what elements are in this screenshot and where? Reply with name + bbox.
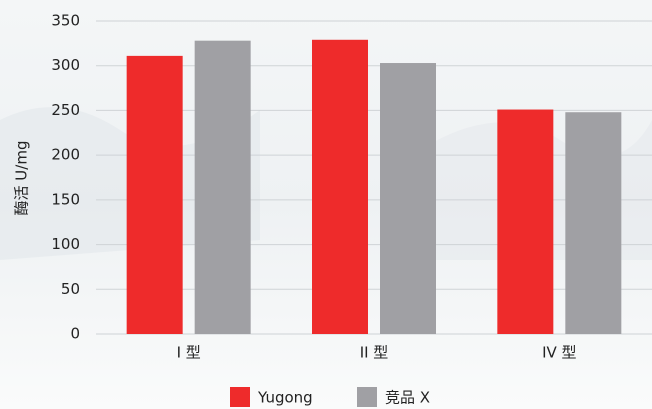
bar [380,63,436,334]
y-tick-label: 250 [51,101,80,119]
legend-label: Yugong [257,389,313,407]
y-tick-label: 300 [51,56,80,74]
y-tick-label: 100 [51,235,80,253]
y-tick-label: 0 [70,325,80,343]
x-tick-label: I 型 [177,344,201,362]
bar [497,109,554,334]
legend-swatch [357,387,377,407]
legend-label: 竞品 X [385,389,430,407]
x-tick-label: II 型 [360,344,389,362]
bar [194,40,251,334]
y-tick-label: 200 [51,146,80,164]
y-tick-label: 150 [51,190,80,208]
y-tick-label: 50 [61,280,80,298]
y-axis-label: 酶活 U/mg [13,141,31,216]
x-tick-label: IV 型 [542,344,576,362]
bar [126,55,183,335]
bar [312,39,368,334]
bar [565,112,622,335]
legend-swatch [230,387,250,407]
y-tick-label: 350 [51,12,80,30]
